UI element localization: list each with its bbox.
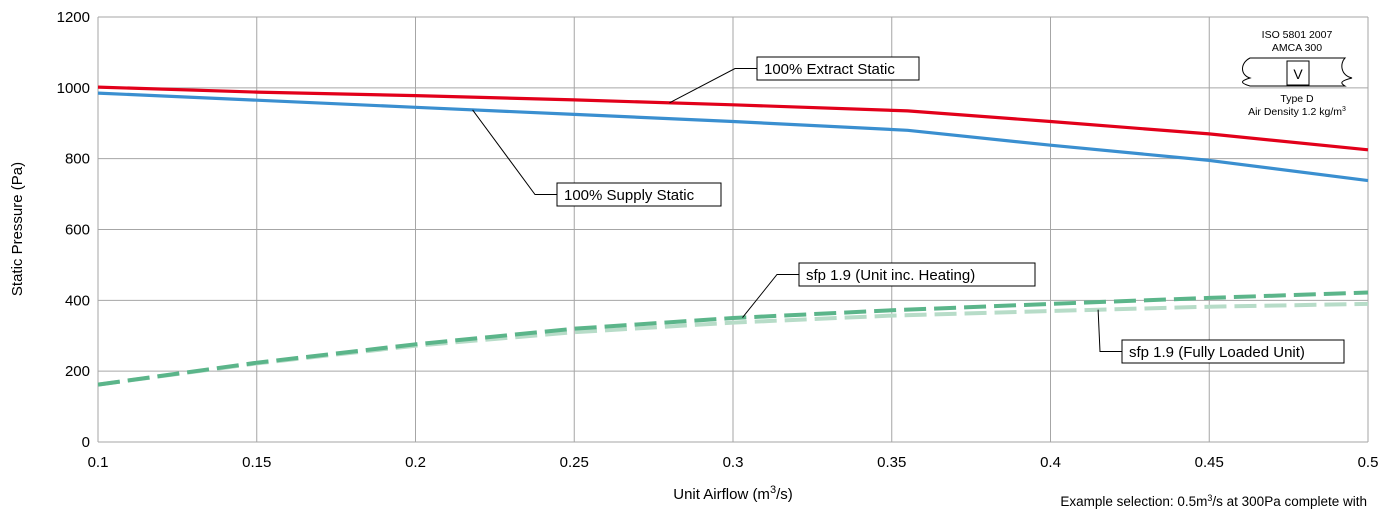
example-note-suffix: /s at 300Pa complete with	[1212, 494, 1367, 509]
callout-leader	[1097, 309, 1122, 352]
x-axis-title: Unit Airflow (m3/s)	[673, 484, 792, 503]
x-tick-label: 0.1	[88, 454, 109, 471]
x-tick-label: 0.25	[560, 454, 589, 471]
callout-label: sfp 1.9 (Unit inc. Heating)	[806, 267, 975, 284]
duct-icon	[1242, 57, 1353, 87]
grid-lines	[97, 16, 1369, 443]
y-tick-label: 800	[65, 151, 90, 168]
badge-line-4-main: Air Density 1.2 kg/m	[1248, 106, 1342, 118]
x-tick-labels: 0.1 0.15 0.2 0.25 0.3 0.35 0.4 0.45 0.5	[88, 454, 1379, 471]
standard-badge: ISO 5801 2007 AMCA 300 V Type D Air Dens…	[1242, 29, 1353, 118]
x-tick-label: 0.15	[242, 454, 271, 471]
badge-line-1: ISO 5801 2007	[1262, 29, 1333, 41]
badge-line-4: Air Density 1.2 kg/m3	[1248, 106, 1346, 118]
callout-label: 100% Extract Static	[764, 61, 895, 78]
y-tick-label: 1200	[57, 9, 90, 26]
callouts: 100% Extract Static 100% Supply Static sfp…	[472, 56, 1345, 364]
y-tick-label: 400	[65, 292, 90, 309]
y-tick-label: 200	[65, 363, 90, 380]
series-line-3	[97, 290, 1369, 387]
badge-line-3: Type D	[1280, 93, 1314, 105]
x-tick-label: 0.3	[723, 454, 744, 471]
example-note-prefix: Example selection: 0.5m	[1060, 494, 1207, 509]
x-tick-label: 0.5	[1358, 454, 1379, 471]
badge-line-2: AMCA 300	[1272, 42, 1322, 54]
badge-line-4-sup: 3	[1342, 106, 1346, 113]
x-axis-title-sup: 3	[770, 484, 776, 496]
y-tick-label: 0	[82, 434, 90, 451]
example-note-sup: 3	[1207, 493, 1212, 503]
y-axis-title: Static Pressure (Pa)	[9, 162, 26, 296]
callout-box	[756, 56, 920, 81]
fan-box-icon	[1286, 60, 1310, 86]
x-axis-title-suffix: /s)	[776, 486, 793, 503]
x-axis-title-main: Unit Airflow (m	[673, 486, 770, 503]
x-tick-label: 0.35	[877, 454, 906, 471]
callout-box	[798, 262, 1036, 287]
x-tick-label: 0.4	[1040, 454, 1061, 471]
callout-leader	[669, 68, 757, 104]
callout-label: sfp 1.9 (Fully Loaded Unit)	[1129, 344, 1305, 361]
series-line-1	[97, 91, 1369, 183]
callout-box	[1121, 339, 1345, 364]
example-note: Example selection: 0.5m3/s at 300Pa comp…	[1060, 493, 1367, 509]
series-line-0	[97, 85, 1369, 152]
callout-label: 100% Supply Static	[564, 187, 695, 204]
x-tick-label: 0.2	[405, 454, 426, 471]
y-tick-labels: 0 200 400 600 800 1000 1200	[57, 9, 90, 451]
x-tick-label: 0.45	[1195, 454, 1224, 471]
series-lines	[97, 85, 1369, 387]
y-tick-label: 1000	[57, 80, 90, 97]
y-tick-label: 600	[65, 222, 90, 239]
badge-symbol: V	[1293, 66, 1303, 82]
callout-leader	[742, 274, 799, 318]
callout-leader	[472, 109, 557, 195]
callout-box	[556, 182, 722, 207]
